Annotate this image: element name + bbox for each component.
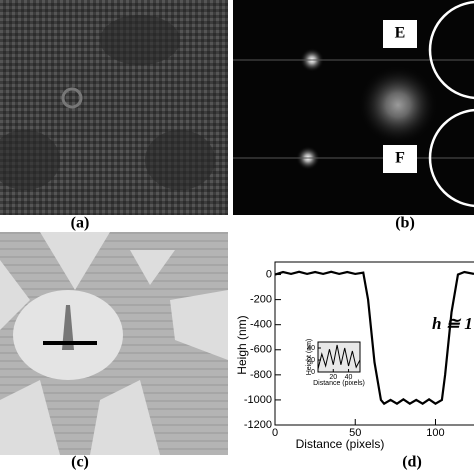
plot-area: [274, 261, 474, 426]
panel-label: (a): [71, 215, 90, 232]
x-tick-label: 40: [345, 374, 353, 381]
fft-label: F: [395, 150, 405, 167]
y-tick-label: 0: [311, 369, 315, 376]
y-tick-label: -200: [250, 294, 272, 306]
x-tick-label: 50: [349, 427, 361, 439]
y-tick-label: 40: [307, 345, 315, 352]
y-axis-label: Heigh (nm): [235, 315, 249, 374]
y-tick-label: -1200: [244, 419, 272, 431]
y-tick-label: 20: [307, 357, 315, 364]
panel-label: (c): [71, 454, 89, 471]
y-tick-label: -400: [250, 319, 272, 331]
x-axis-label: Distance (pixels): [296, 437, 385, 451]
y-axis-label: Height (nm): [306, 339, 313, 376]
fft-label: E: [395, 25, 406, 42]
annotation: h ≅ 1: [432, 314, 473, 333]
panel-a-image: [0, 0, 228, 215]
y-tick-label: 0: [266, 268, 272, 280]
data-line: [274, 270, 474, 406]
x-tick-label: 100: [426, 427, 444, 439]
y-tick-label: -600: [250, 344, 272, 356]
panel-c-image: [0, 232, 228, 455]
x-axis-label: Distance (pixels): [313, 380, 365, 387]
panel-label: (b): [395, 215, 415, 232]
x-tick-label: 20: [329, 374, 337, 381]
y-tick-label: -1000: [244, 394, 272, 406]
panel-label: (d): [402, 454, 422, 471]
panel-b-image: [233, 0, 474, 215]
data-line: [317, 344, 361, 370]
y-tick-label: -800: [250, 369, 272, 381]
x-tick-label: 0: [272, 427, 278, 439]
